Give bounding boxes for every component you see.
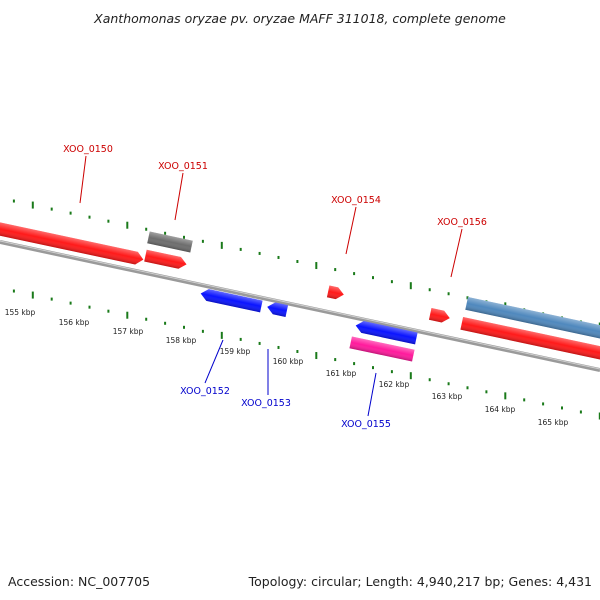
scale-tick-label: 164 kbp [485, 405, 516, 414]
red-long-feature[interactable] [460, 316, 600, 364]
steel-blue-feature-shading [465, 296, 600, 342]
scale-tick-label: 159 kbp [220, 347, 251, 356]
gene-xoo-0155-arrow[interactable] [354, 320, 418, 345]
scale-tick-label: 156 kbp [59, 318, 90, 327]
gene-label-leader [367, 372, 377, 417]
gene-label-xoo-0154[interactable]: XOO_0154 [331, 195, 381, 206]
scale-tick-label: 162 kbp [379, 380, 410, 389]
gene-xoo-0155-arrow-shading [355, 321, 418, 345]
gray-feature[interactable] [147, 231, 193, 253]
gene-xoo-0151-arrow-shading [144, 249, 187, 269]
steel-blue-feature[interactable] [465, 296, 600, 342]
gene-label-leader [79, 155, 87, 204]
track-layer [0, 199, 600, 420]
genome-backbone-highlight [0, 240, 600, 370]
magenta-feature[interactable] [349, 336, 415, 362]
gene-label-leader [450, 228, 463, 278]
scale-tick-label: 155 kbp [5, 308, 36, 317]
gene-xoo-0153-arrow-shading [267, 302, 289, 317]
gene-xoo-0152-arrow-shading [200, 289, 263, 313]
scale-tick-label: 161 kbp [326, 369, 357, 378]
scale-tick-label: 165 kbp [538, 418, 569, 427]
gene-label-leader [345, 206, 357, 255]
gene-label-xoo-0151[interactable]: XOO_0151 [158, 161, 208, 172]
gene-layer [0, 221, 600, 364]
gene-label-xoo-0156[interactable]: XOO_0156 [437, 217, 487, 228]
gene-label-leader [204, 339, 224, 384]
gray-feature-shading [147, 231, 193, 253]
gene-xoo-0154-arrow-shading [326, 285, 344, 300]
gene-label-xoo-0153[interactable]: XOO_0153 [241, 398, 291, 409]
gene-xoo-0156-arrow-shading [428, 308, 450, 323]
gene-label-leader [174, 172, 184, 221]
label-layer: 155 kbp 156 kbp 157 kbp 158 kbp 159 kbp 160 k… [5, 144, 569, 430]
scale-tick-label: 163 kbp [432, 392, 463, 401]
gene-xoo-0150-arrow-shading [0, 221, 144, 265]
red-long-feature-shading [460, 316, 600, 364]
scale-tick-label: 157 kbp [113, 327, 144, 336]
gene-xoo-0156-arrow[interactable] [428, 308, 451, 324]
genome-summary-text: Topology: circular; Length: 4,940,217 bp… [248, 574, 592, 589]
gene-label-xoo-0150[interactable]: XOO_0150 [63, 144, 113, 155]
gene-xoo-0152-arrow[interactable] [199, 288, 263, 313]
gene-label-xoo-0155[interactable]: XOO_0155 [341, 419, 391, 430]
gene-xoo-0151-arrow[interactable] [144, 249, 188, 270]
gene-xoo-0153-arrow[interactable] [266, 301, 289, 317]
scale-tick-label: 160 kbp [273, 357, 304, 366]
accession-text: Accession: NC_007705 [8, 574, 150, 589]
genome-backbone [0, 240, 600, 372]
gene-label-xoo-0152[interactable]: XOO_0152 [180, 386, 230, 397]
magenta-feature-shading [349, 336, 415, 362]
genome-title: Xanthomonas oryzae pv. oryzae MAFF 31101… [93, 11, 506, 26]
scale-tick-label: 158 kbp [166, 336, 197, 345]
gene-xoo-0150-arrow[interactable] [0, 221, 145, 266]
gene-xoo-0154-arrow[interactable] [326, 285, 345, 300]
